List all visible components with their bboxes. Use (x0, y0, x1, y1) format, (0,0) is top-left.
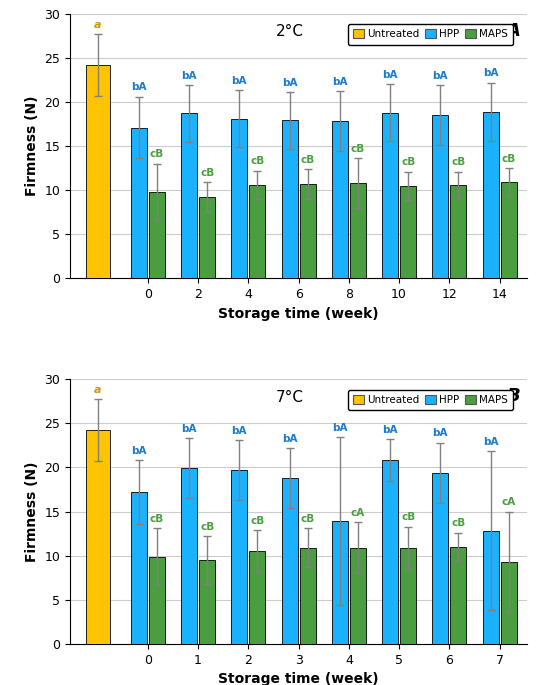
Bar (181, 114, 197, 279)
Text: cB: cB (351, 144, 365, 154)
Text: cB: cB (501, 153, 516, 164)
Bar (86, 430, 110, 644)
Text: cB: cB (150, 149, 164, 160)
Text: cB: cB (200, 168, 214, 178)
Legend: Untreated, HPP, MAPS: Untreated, HPP, MAPS (348, 390, 513, 410)
X-axis label: Storage time (week): Storage time (week) (218, 672, 379, 685)
Bar (382, 112, 398, 279)
Bar (231, 470, 247, 644)
Bar (450, 547, 466, 644)
Bar (332, 521, 348, 644)
Text: bA: bA (383, 425, 398, 435)
Text: cA: cA (501, 497, 516, 507)
Text: cB: cB (451, 158, 465, 167)
Text: cB: cB (451, 519, 465, 528)
Text: cB: cB (401, 158, 415, 167)
Bar (149, 192, 165, 279)
Bar (131, 127, 147, 279)
Text: bA: bA (433, 71, 448, 81)
Text: bA: bA (282, 434, 298, 444)
Bar (199, 197, 215, 279)
Text: B: B (507, 387, 520, 405)
Bar (483, 531, 499, 644)
Bar (86, 65, 110, 279)
Bar (300, 184, 316, 279)
Bar (382, 460, 398, 644)
Bar (149, 556, 165, 644)
Text: cB: cB (200, 522, 214, 532)
Bar (131, 492, 147, 644)
Bar (432, 115, 448, 279)
Text: bA: bA (433, 428, 448, 438)
Text: cB: cB (250, 156, 265, 166)
Text: cB: cB (250, 516, 265, 525)
Text: bA: bA (282, 78, 298, 88)
Text: cA: cA (351, 508, 365, 518)
Text: bA: bA (181, 71, 197, 81)
Text: A: A (506, 22, 520, 40)
Text: bA: bA (483, 68, 498, 78)
Text: cB: cB (301, 514, 315, 524)
Text: bA: bA (332, 423, 348, 433)
Text: cB: cB (150, 514, 164, 524)
Bar (483, 112, 499, 279)
Bar (181, 469, 197, 644)
Bar (332, 121, 348, 279)
Text: bA: bA (483, 437, 498, 447)
Text: bA: bA (231, 76, 247, 86)
Legend: Untreated, HPP, MAPS: Untreated, HPP, MAPS (348, 24, 513, 45)
Bar (281, 121, 298, 279)
Text: bA: bA (332, 77, 348, 87)
Text: bA: bA (231, 425, 247, 436)
Text: bA: bA (383, 70, 398, 80)
Bar (281, 478, 298, 644)
Text: bA: bA (131, 82, 146, 92)
Bar (450, 185, 466, 279)
Bar (249, 551, 265, 644)
Y-axis label: Firmness (N): Firmness (N) (25, 461, 39, 562)
X-axis label: Storage time (week): Storage time (week) (218, 307, 379, 321)
Text: bA: bA (131, 446, 146, 456)
Text: 2°C: 2°C (275, 24, 303, 39)
Bar (300, 548, 316, 644)
Bar (400, 186, 416, 279)
Bar (350, 548, 366, 644)
Text: bA: bA (181, 424, 197, 434)
Bar (500, 562, 516, 644)
Text: cB: cB (401, 512, 415, 522)
Bar (231, 119, 247, 279)
Text: a: a (94, 385, 101, 395)
Text: cB: cB (301, 155, 315, 164)
Bar (400, 548, 416, 644)
Text: 7°C: 7°C (275, 390, 303, 405)
Bar (249, 185, 265, 279)
Bar (350, 183, 366, 279)
Bar (199, 560, 215, 644)
Text: a: a (94, 20, 101, 29)
Bar (500, 182, 516, 279)
Y-axis label: Firmness (N): Firmness (N) (25, 96, 39, 197)
Bar (432, 473, 448, 644)
